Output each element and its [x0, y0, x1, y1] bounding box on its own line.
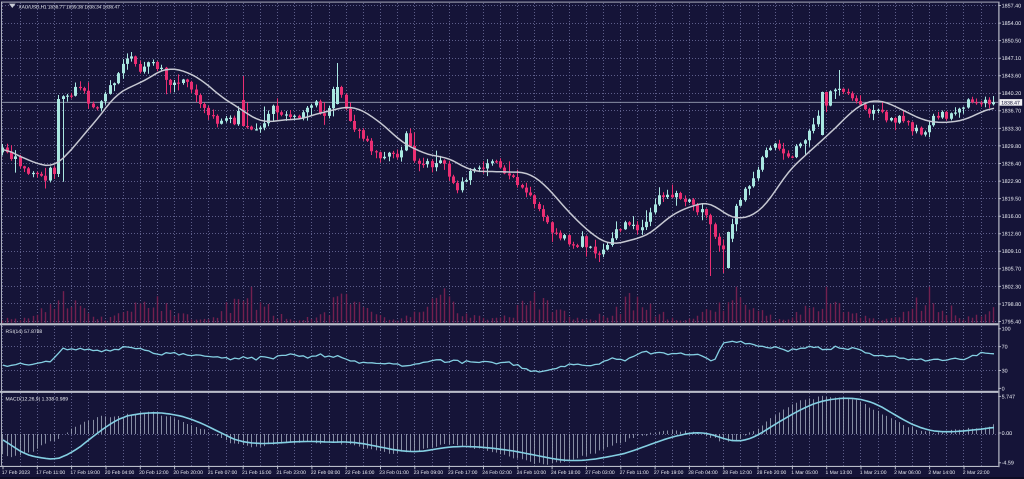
- svg-text:100: 100: [1002, 327, 1011, 333]
- svg-text:27 Feb 03:00: 27 Feb 03:00: [585, 470, 615, 476]
- svg-text:0: 0: [1002, 386, 1005, 392]
- svg-text:1 Mar 21:00: 1 Mar 21:00: [860, 470, 887, 476]
- svg-text:22 Feb 08:00: 22 Feb 08:00: [311, 470, 341, 476]
- svg-text:RSI(14) 57.8788: RSI(14) 57.8788: [6, 329, 43, 335]
- svg-text:1838.47: 1838.47: [1001, 100, 1020, 106]
- svg-text:17 Feb 2023: 17 Feb 2023: [2, 470, 30, 476]
- svg-text:1847.10: 1847.10: [1002, 56, 1022, 62]
- svg-text:1857.40: 1857.40: [1002, 3, 1022, 9]
- svg-text:20 Feb 12:00: 20 Feb 12:00: [139, 470, 169, 476]
- svg-text:24 Feb 02:00: 24 Feb 02:00: [482, 470, 512, 476]
- svg-text:2 Mar 22:00: 2 Mar 22:00: [963, 470, 990, 476]
- svg-text:27 Feb 19:00: 27 Feb 19:00: [654, 470, 684, 476]
- svg-text:1826.40: 1826.40: [1002, 161, 1022, 167]
- svg-text:24 Feb 18:00: 24 Feb 18:00: [551, 470, 581, 476]
- svg-text:21 Feb 07:00: 21 Feb 07:00: [208, 470, 238, 476]
- svg-text:1798.80: 1798.80: [1002, 302, 1022, 308]
- svg-text:21 Feb 23:00: 21 Feb 23:00: [276, 470, 306, 476]
- svg-text:21 Feb 15:00: 21 Feb 15:00: [242, 470, 272, 476]
- svg-text:2 Mar 06:00: 2 Mar 06:00: [894, 470, 921, 476]
- svg-text:1795.40: 1795.40: [1002, 319, 1022, 325]
- svg-text:28 Feb 12:00: 28 Feb 12:00: [723, 470, 753, 476]
- svg-text:70: 70: [1002, 345, 1008, 351]
- svg-text:24 Feb 10:00: 24 Feb 10:00: [517, 470, 547, 476]
- svg-text:1 Mar 13:00: 1 Mar 13:00: [826, 470, 853, 476]
- svg-text:27 Feb 11:00: 27 Feb 11:00: [620, 470, 649, 476]
- svg-text:1833.30: 1833.30: [1002, 126, 1022, 132]
- svg-text:0.00: 0.00: [1002, 431, 1013, 437]
- svg-text:1836.70: 1836.70: [1002, 109, 1022, 115]
- svg-text:28 Feb 20:00: 28 Feb 20:00: [757, 470, 787, 476]
- svg-text:1854.00: 1854.00: [1002, 21, 1022, 27]
- svg-text:1812.60: 1812.60: [1002, 232, 1022, 238]
- svg-text:-4.59: -4.59: [1002, 461, 1014, 467]
- svg-text:1809.10: 1809.10: [1002, 249, 1022, 255]
- svg-text:2 Mar 14:00: 2 Mar 14:00: [928, 470, 955, 476]
- svg-text:XAU/USD,H1 1838.77 1839.38 183: XAU/USD,H1 1838.77 1839.38 1838.34 1838.…: [19, 5, 121, 10]
- svg-text:17 Feb 11:00: 17 Feb 11:00: [36, 470, 65, 476]
- svg-text:1850.50: 1850.50: [1002, 39, 1022, 45]
- svg-text:MACD(12,26,9) 1.338 0.989: MACD(12,26,9) 1.338 0.989: [6, 396, 69, 402]
- svg-text:23 Feb 01:00: 23 Feb 01:00: [379, 470, 409, 476]
- svg-text:23 Feb 09:00: 23 Feb 09:00: [414, 470, 444, 476]
- svg-text:1829.80: 1829.80: [1002, 144, 1022, 150]
- svg-text:20 Feb 04:00: 20 Feb 04:00: [105, 470, 135, 476]
- svg-text:23 Feb 17:00: 23 Feb 17:00: [448, 470, 478, 476]
- svg-text:1 Mar 05:00: 1 Mar 05:00: [791, 470, 818, 476]
- svg-text:1822.90: 1822.90: [1002, 179, 1022, 185]
- svg-text:1816.00: 1816.00: [1002, 214, 1022, 220]
- svg-text:22 Feb 16:00: 22 Feb 16:00: [345, 470, 375, 476]
- svg-text:30: 30: [1002, 368, 1008, 374]
- svg-text:28 Feb 04:00: 28 Feb 04:00: [688, 470, 718, 476]
- svg-text:17 Feb 19:00: 17 Feb 19:00: [70, 470, 100, 476]
- svg-text:1843.60: 1843.60: [1002, 74, 1022, 80]
- svg-text:1819.50: 1819.50: [1002, 197, 1022, 203]
- svg-text:20 Feb 20:00: 20 Feb 20:00: [173, 470, 203, 476]
- svg-text:1805.70: 1805.70: [1002, 267, 1022, 273]
- svg-text:1802.30: 1802.30: [1002, 284, 1022, 290]
- svg-text:5.747: 5.747: [1002, 394, 1016, 400]
- svg-text:1840.20: 1840.20: [1002, 91, 1022, 97]
